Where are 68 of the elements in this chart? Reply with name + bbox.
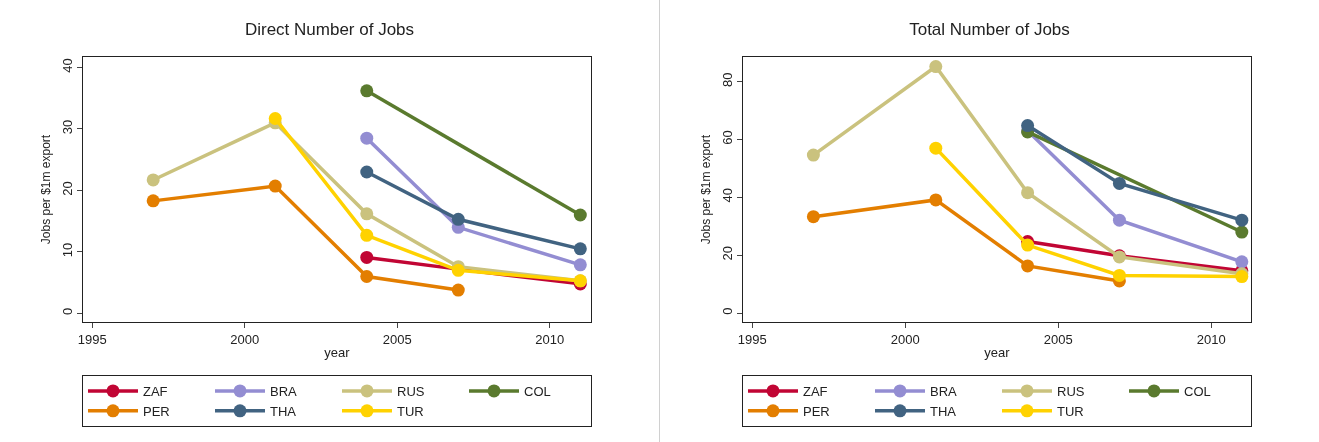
y-tick-label: 20 bbox=[719, 245, 735, 261]
point bbox=[360, 165, 374, 179]
point bbox=[573, 208, 587, 222]
point bbox=[1021, 259, 1035, 273]
y-tick-label: 40 bbox=[59, 58, 75, 73]
point bbox=[1112, 213, 1126, 227]
y-tick-label: 0 bbox=[719, 307, 735, 315]
point bbox=[360, 228, 374, 242]
point bbox=[268, 179, 282, 193]
point bbox=[573, 258, 587, 272]
legend-label: TUR bbox=[1057, 403, 1084, 419]
y-tick-label: 80 bbox=[719, 72, 735, 87]
point bbox=[360, 84, 374, 98]
point bbox=[146, 173, 160, 187]
x-tick-label: 2000 bbox=[890, 331, 920, 347]
x-tick-label: 1995 bbox=[77, 331, 107, 347]
point bbox=[929, 141, 943, 155]
point bbox=[268, 111, 282, 125]
legend-label: ZAF bbox=[143, 384, 168, 400]
point bbox=[1235, 255, 1249, 269]
x-axis-title: year bbox=[324, 345, 351, 361]
point bbox=[360, 131, 374, 145]
point bbox=[360, 207, 374, 221]
y-tick-label: 30 bbox=[59, 119, 75, 135]
x-tick-label: 2005 bbox=[1043, 331, 1073, 347]
x-tick-label: 2010 bbox=[535, 331, 565, 347]
x-tick-label: 1995 bbox=[737, 331, 767, 347]
legend-label: THA bbox=[930, 403, 957, 419]
point bbox=[1112, 268, 1126, 282]
point bbox=[451, 283, 465, 297]
point bbox=[806, 210, 820, 224]
chart-title: Total Number of Jobs bbox=[909, 19, 1070, 39]
y-tick-label: 10 bbox=[59, 242, 75, 258]
legend-label: PER bbox=[803, 403, 830, 419]
legend-label: ZAF bbox=[803, 384, 828, 400]
legend-label: PER bbox=[143, 403, 170, 419]
point bbox=[1235, 213, 1249, 227]
legend-label: THA bbox=[270, 403, 297, 419]
point bbox=[929, 60, 943, 74]
y-tick-label: 40 bbox=[719, 188, 735, 203]
y-axis-title: Jobs per $1m export bbox=[39, 134, 54, 245]
legend-label: COL bbox=[1184, 384, 1211, 400]
point bbox=[1112, 176, 1126, 190]
point bbox=[929, 193, 943, 207]
legend-label: BRA bbox=[270, 384, 298, 400]
x-tick-label: 2010 bbox=[1196, 331, 1226, 347]
y-tick-label: 60 bbox=[719, 130, 735, 145]
legend-label: TUR bbox=[397, 403, 424, 419]
point bbox=[360, 270, 374, 283]
y-tick-label: 20 bbox=[59, 181, 75, 196]
legend-label: BRA bbox=[930, 384, 958, 400]
point bbox=[451, 212, 465, 226]
chart-title: Direct Number of Jobs bbox=[244, 19, 415, 39]
point bbox=[573, 242, 587, 256]
x-tick-label: 2005 bbox=[382, 331, 412, 347]
x-tick-label: 2000 bbox=[230, 331, 260, 347]
y-tick-label: 0 bbox=[59, 307, 75, 316]
point bbox=[806, 148, 820, 162]
point bbox=[1021, 119, 1035, 133]
legend-label: RUS bbox=[397, 384, 425, 400]
legend-label: RUS bbox=[1057, 384, 1085, 400]
y-axis-title: Jobs per $1m export bbox=[699, 134, 714, 245]
x-axis-title: year bbox=[984, 345, 1011, 361]
point bbox=[360, 250, 374, 264]
legend-label: COL bbox=[524, 384, 551, 400]
point bbox=[146, 194, 160, 208]
point bbox=[1021, 186, 1035, 200]
point bbox=[1235, 225, 1249, 239]
